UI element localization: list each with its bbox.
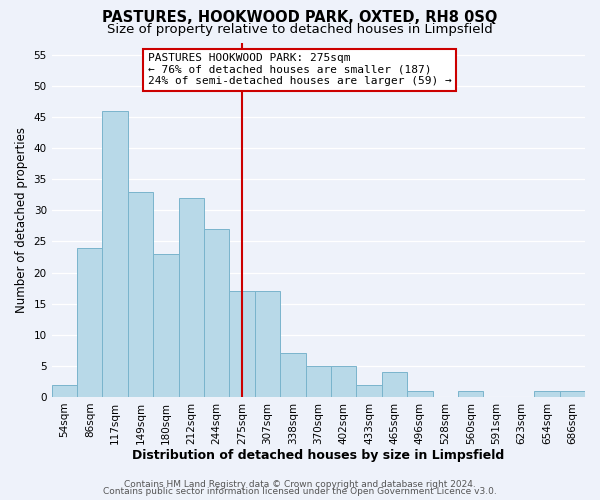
- Text: PASTURES, HOOKWOOD PARK, OXTED, RH8 0SQ: PASTURES, HOOKWOOD PARK, OXTED, RH8 0SQ: [103, 10, 497, 25]
- Bar: [280, 354, 305, 397]
- Text: Contains HM Land Registry data © Crown copyright and database right 2024.: Contains HM Land Registry data © Crown c…: [124, 480, 476, 489]
- Bar: [255, 291, 280, 397]
- Bar: [204, 229, 229, 397]
- Bar: [103, 111, 128, 397]
- Bar: [229, 291, 255, 397]
- Bar: [331, 366, 356, 397]
- Bar: [77, 248, 103, 397]
- Bar: [560, 390, 585, 397]
- Bar: [534, 390, 560, 397]
- Bar: [52, 384, 77, 397]
- Bar: [179, 198, 204, 397]
- Y-axis label: Number of detached properties: Number of detached properties: [15, 126, 28, 312]
- Text: Size of property relative to detached houses in Limpsfield: Size of property relative to detached ho…: [107, 22, 493, 36]
- Bar: [305, 366, 331, 397]
- Bar: [382, 372, 407, 397]
- Bar: [128, 192, 153, 397]
- Bar: [407, 390, 433, 397]
- Bar: [356, 384, 382, 397]
- X-axis label: Distribution of detached houses by size in Limpsfield: Distribution of detached houses by size …: [132, 450, 505, 462]
- Text: Contains public sector information licensed under the Open Government Licence v3: Contains public sector information licen…: [103, 487, 497, 496]
- Text: PASTURES HOOKWOOD PARK: 275sqm
← 76% of detached houses are smaller (187)
24% of: PASTURES HOOKWOOD PARK: 275sqm ← 76% of …: [148, 53, 451, 86]
- Bar: [153, 254, 179, 397]
- Bar: [458, 390, 484, 397]
